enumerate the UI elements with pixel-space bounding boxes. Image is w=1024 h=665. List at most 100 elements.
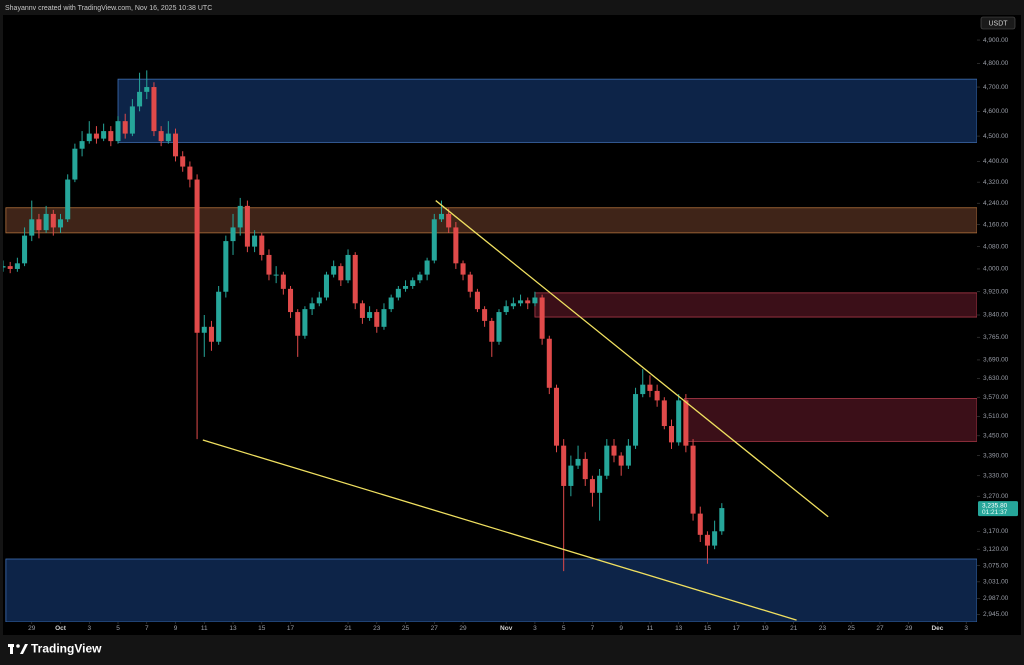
candle-body: [151, 87, 157, 132]
price-axis: [977, 15, 1021, 635]
y-tick-label: 4,080.00: [983, 243, 1009, 250]
y-tick-label: 3,630.00: [983, 375, 1009, 382]
candle-body: [575, 458, 581, 466]
y-tick-label: 3,031.00: [983, 579, 1009, 586]
candle-body: [668, 426, 675, 443]
candle-body: [194, 179, 200, 333]
candle-body: [496, 312, 502, 342]
x-tick-label: 25: [848, 625, 856, 632]
plot: [3, 70, 977, 622]
candle-body: [611, 445, 617, 456]
y-tick-label: 3,450.00: [983, 433, 1009, 440]
candle-body: [654, 390, 660, 401]
candle-body: [561, 445, 567, 486]
zone: [5, 558, 977, 622]
candle-body: [395, 288, 401, 298]
candle-body: [187, 166, 193, 180]
x-tick-label: Oct: [55, 625, 67, 632]
x-tick-label: 17: [287, 625, 295, 632]
candle-body: [431, 219, 437, 261]
candle-body: [115, 121, 121, 142]
candle-body: [625, 445, 631, 466]
y-tick-label: 3,390.00: [983, 452, 1009, 459]
candle-body: [503, 306, 509, 313]
candle-body: [352, 254, 358, 304]
countdown: 01:21:37: [982, 509, 1008, 516]
x-tick-label: 11: [201, 625, 208, 632]
candle-body: [403, 285, 409, 289]
candle-body: [244, 205, 250, 247]
candle-body: [647, 384, 653, 391]
candle-body: [604, 445, 610, 476]
candle-body: [597, 475, 603, 493]
candle-body: [93, 133, 99, 139]
y-tick-label: 4,160.00: [983, 221, 1009, 228]
x-tick-label: 21: [790, 625, 798, 632]
x-tick-label: 3: [964, 625, 968, 632]
candle-body: [410, 280, 416, 286]
candle-body: [525, 300, 531, 304]
candle-body: [676, 400, 682, 443]
y-tick-label: 3,765.00: [983, 334, 1009, 341]
candle-body: [280, 274, 286, 289]
x-tick-label: Nov: [500, 625, 513, 632]
y-tick-label: 3,840.00: [983, 312, 1009, 319]
candle-body: [697, 513, 703, 535]
x-tick-label: 13: [229, 625, 237, 632]
y-tick-label: 3,120.00: [983, 546, 1009, 553]
x-tick-label: 9: [174, 625, 178, 632]
trendline: [202, 439, 797, 621]
y-tick-label: 4,900.00: [983, 37, 1009, 44]
candle-body: [230, 227, 236, 242]
candle-body: [482, 309, 488, 321]
y-tick-label: 4,600.00: [983, 108, 1009, 115]
x-tick-label: 29: [459, 625, 467, 632]
candle-body: [424, 260, 430, 275]
candle-body: [582, 458, 588, 480]
candle-body: [22, 235, 28, 264]
y-tick-label: 4,500.00: [983, 133, 1009, 140]
x-tick-label: 29: [905, 625, 913, 632]
y-tick-label: 3,270.00: [983, 493, 1009, 500]
candle-body: [29, 219, 35, 236]
candle-body: [417, 274, 423, 281]
candle-body: [302, 309, 308, 336]
candle-body: [7, 266, 13, 269]
x-tick-label: 9: [619, 625, 623, 632]
candle-body: [367, 312, 373, 318]
candle-body: [683, 400, 689, 446]
x-tick-label: Dec: [931, 625, 943, 632]
candle-body: [532, 297, 538, 304]
y-tick-label: 3,510.00: [983, 413, 1009, 420]
y-tick-label: 4,800.00: [983, 60, 1009, 67]
trendline: [435, 200, 829, 518]
y-tick-label: 4,700.00: [983, 84, 1009, 91]
currency: USDT: [988, 20, 1008, 27]
candle-body: [295, 312, 301, 336]
y-tick-label: 2,945.00: [983, 611, 1009, 618]
candle-body: [14, 263, 20, 269]
candle-body: [237, 205, 243, 228]
x-tick-label: 3: [533, 625, 537, 632]
y-tick-label: 3,690.00: [983, 357, 1009, 364]
candle-body: [122, 121, 128, 134]
candle-body: [180, 156, 186, 167]
candle-body: [618, 455, 624, 466]
candle-body: [338, 266, 344, 281]
candle-body: [3, 266, 6, 268]
candle-body: [568, 465, 574, 486]
x-tick-label: 7: [145, 625, 149, 632]
candle-body: [546, 338, 552, 388]
current-price-box: [978, 501, 1018, 517]
candle-body: [108, 131, 114, 142]
y-tick-label: 3,330.00: [983, 472, 1009, 479]
candle-body: [137, 91, 143, 107]
y-tick-label: 4,400.00: [983, 158, 1009, 165]
candle-body: [36, 219, 42, 231]
candle-body: [208, 326, 214, 342]
candle-body: [65, 179, 71, 220]
candle-body: [223, 241, 229, 292]
candle-body: [719, 508, 725, 532]
candle-body: [518, 300, 524, 304]
